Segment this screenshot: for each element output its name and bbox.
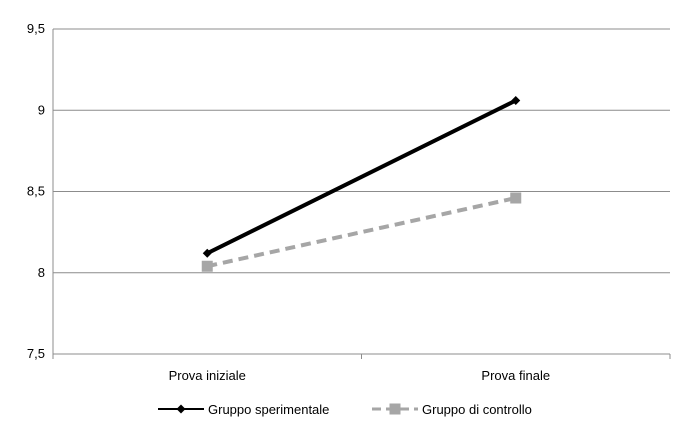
- y-axis-tick-labels: 7,5 8 8,5 9 9,5: [27, 21, 45, 361]
- data-point-marker: [389, 403, 401, 415]
- legend-label: Gruppo di controllo: [422, 402, 532, 417]
- data-point-marker: [176, 404, 186, 414]
- legend-label: Gruppo sperimentale: [208, 402, 329, 417]
- series-1: [202, 96, 521, 258]
- data-point-marker: [201, 260, 213, 272]
- series-line: [206, 196, 517, 269]
- legend-item-1: Gruppo sperimentale: [158, 402, 329, 417]
- y-tick-label: 8,5: [27, 184, 45, 199]
- data-point-marker: [202, 248, 212, 258]
- y-tick-label: 9,5: [27, 21, 45, 36]
- data-point-marker: [510, 192, 522, 204]
- x-axis: Prova iniziale Prova finale: [52, 29, 671, 383]
- data-point-marker: [511, 96, 521, 105]
- y-tick-label: 7,5: [27, 346, 45, 361]
- series-2: [201, 192, 522, 272]
- series-lines: [201, 96, 522, 272]
- y-tick-label: 9: [38, 102, 45, 117]
- gridlines: [53, 28, 670, 355]
- x-tick-label: Prova iniziale: [169, 368, 246, 383]
- legend-item-2: Gruppo di controllo: [372, 402, 532, 417]
- y-tick-label: 8: [38, 265, 45, 280]
- x-tick-label: Prova finale: [481, 368, 550, 383]
- series-line: [206, 98, 517, 256]
- legend: Gruppo sperimentale Gruppo di controllo: [158, 402, 532, 417]
